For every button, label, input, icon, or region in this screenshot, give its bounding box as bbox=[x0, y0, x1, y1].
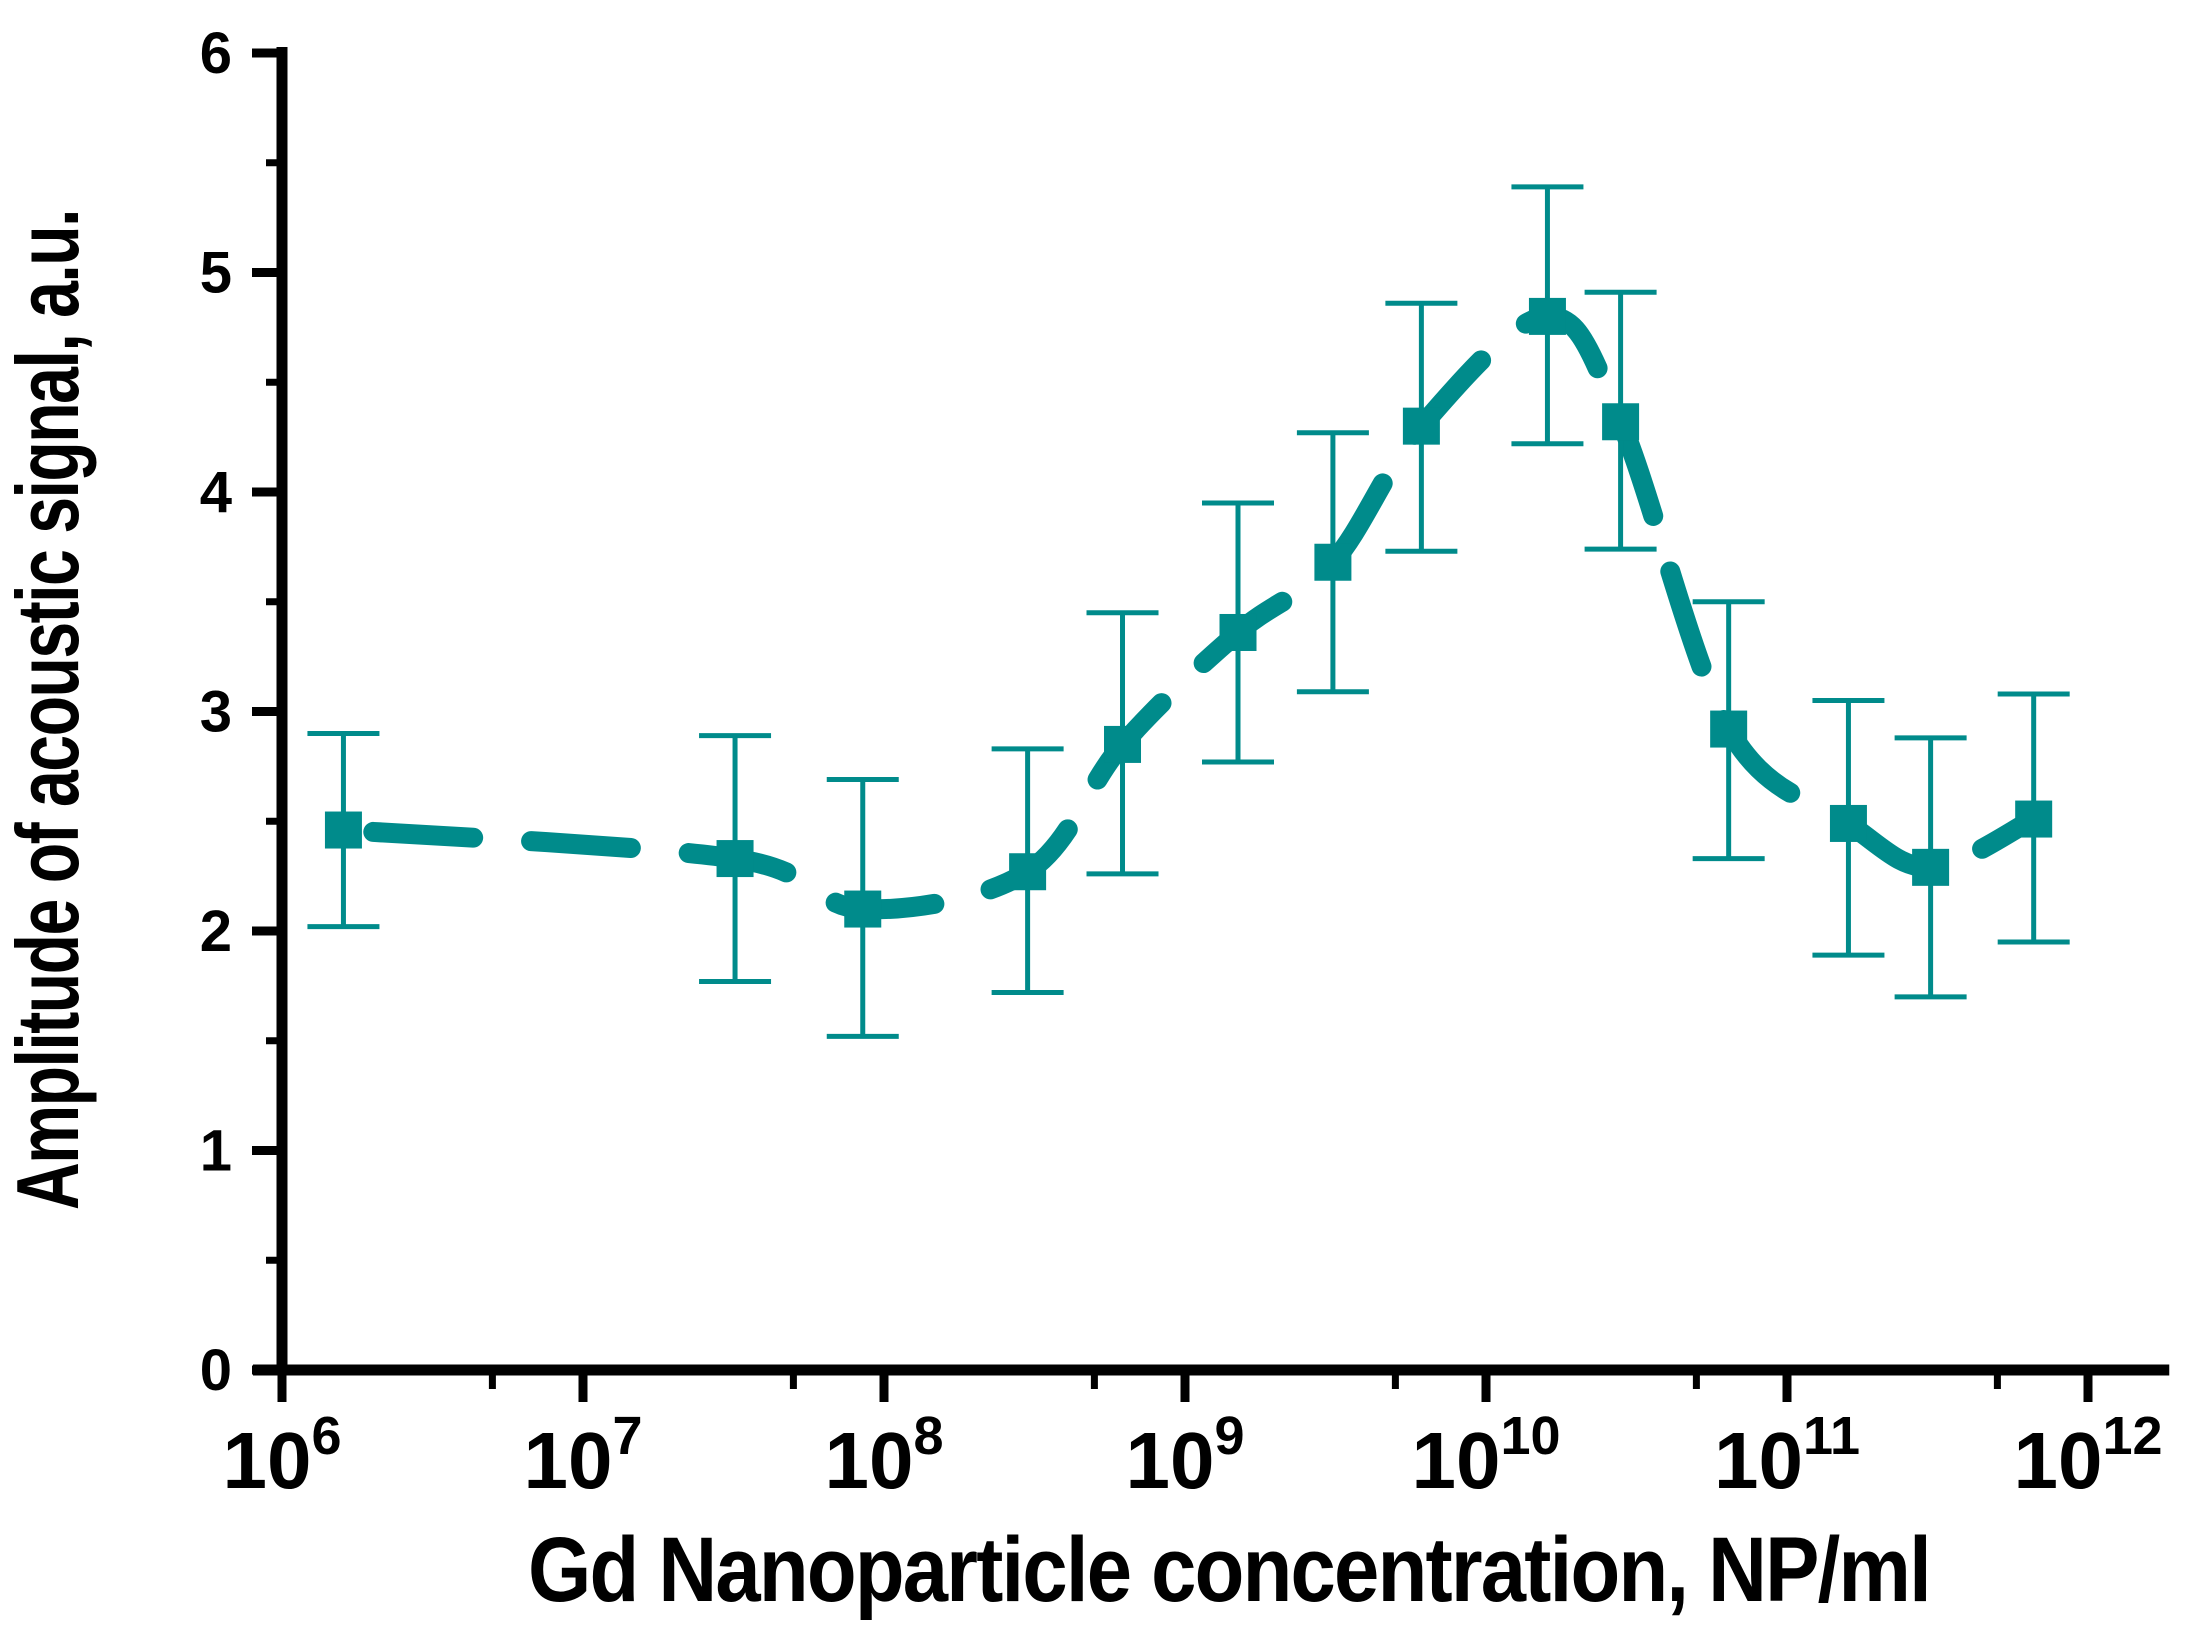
axes-group bbox=[253, 47, 2170, 1376]
x-tick-label: 109 bbox=[1125, 1406, 1244, 1505]
y-tick-label: 4 bbox=[200, 460, 232, 525]
x-tick-label: 107 bbox=[523, 1406, 642, 1505]
tick-labels-group: 106 107 108 109 1010 1011 1012 0 1 2 3 4 5 6 bbox=[200, 21, 2163, 1505]
y-tick-label: 5 bbox=[200, 241, 232, 306]
y-tick-label: 6 bbox=[200, 21, 232, 86]
y-tick-label: 1 bbox=[200, 1119, 232, 1184]
data-point-marker bbox=[1528, 297, 1566, 335]
x-tick-label: 106 bbox=[222, 1406, 341, 1505]
x-tick-label: 1012 bbox=[2013, 1406, 2162, 1505]
data-point-marker bbox=[1314, 543, 1352, 581]
y-tick-label: 0 bbox=[200, 1338, 232, 1403]
data-point-marker bbox=[1602, 403, 1640, 441]
y-axis-title: Amplitude of acoustic signal, a.u. bbox=[0, 210, 97, 1210]
trend-curve bbox=[333, 306, 2044, 920]
data-point-marker bbox=[716, 840, 754, 878]
data-point-marker bbox=[1829, 804, 1867, 842]
data-point-marker bbox=[844, 890, 882, 928]
data-point-marker bbox=[1009, 853, 1047, 891]
data-point-marker bbox=[1912, 848, 1950, 886]
data-point-marker bbox=[324, 811, 362, 849]
data-point-marker bbox=[1710, 710, 1748, 748]
x-tick-label: 1010 bbox=[1411, 1406, 1560, 1505]
x-tick-label: 1011 bbox=[1714, 1406, 1860, 1505]
data-point-marker bbox=[1402, 407, 1440, 445]
ticks-group bbox=[252, 48, 2093, 1402]
y-tick-label: 2 bbox=[200, 899, 232, 964]
data-point-marker bbox=[2015, 800, 2053, 838]
data-series-group bbox=[307, 184, 2070, 1039]
y-tick-label: 3 bbox=[200, 680, 232, 745]
data-point-marker bbox=[1219, 613, 1257, 651]
x-axis-title: Gd Nanoparticle concentration, NP/ml bbox=[528, 1519, 1930, 1621]
x-tick-label: 108 bbox=[824, 1406, 943, 1505]
data-point-marker bbox=[1104, 725, 1142, 763]
